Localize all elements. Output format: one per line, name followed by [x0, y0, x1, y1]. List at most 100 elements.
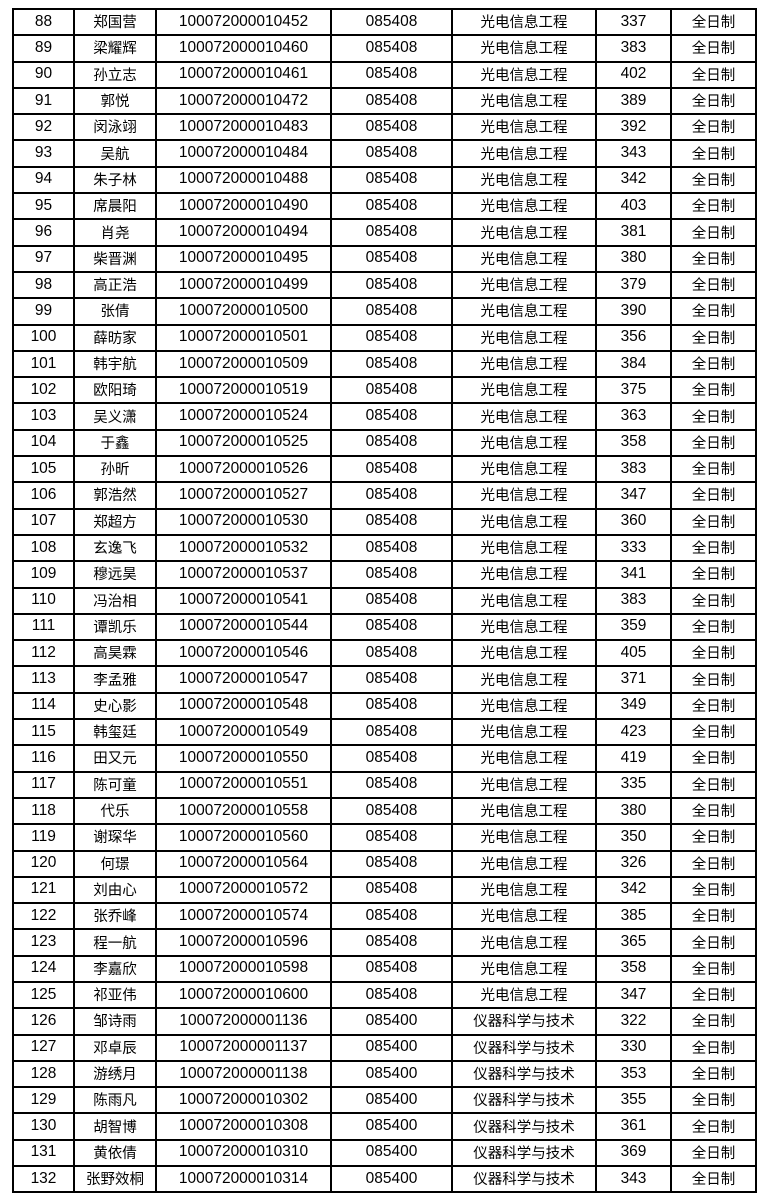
row-number-cell: 100	[12, 323, 75, 352]
candidate-id-cell: 100072000010509	[155, 349, 332, 379]
major-code-cell: 085408	[330, 849, 453, 878]
score-cell: 383	[595, 586, 672, 615]
candidate-id-cell: 100072000010532	[155, 533, 332, 563]
candidate-id-cell: 100072000010525	[155, 428, 332, 458]
table-row: 123 程一航 100072000010596 085408 光电信息工程 365 全日制	[12, 928, 757, 957]
row-number-cell: 103	[12, 402, 75, 431]
candidate-id-cell: 100072000010483	[155, 113, 332, 142]
candidate-id-cell: 100072000010548	[155, 691, 332, 721]
candidate-id-cell: 100072000010524	[155, 402, 332, 431]
score-cell: 381	[595, 218, 672, 247]
candidate-id-cell: 100072000010546	[155, 639, 332, 668]
major-name-cell: 光电信息工程	[451, 455, 597, 484]
study-mode-cell: 全日制	[670, 244, 757, 273]
score-cell: 361	[595, 1112, 672, 1141]
study-mode-cell: 全日制	[670, 139, 757, 168]
major-code-cell: 085408	[330, 639, 453, 668]
study-mode-cell: 全日制	[670, 323, 757, 352]
score-cell: 342	[595, 165, 672, 195]
study-mode-cell: 全日制	[670, 586, 757, 615]
row-number-cell: 90	[12, 60, 75, 89]
student-name-cell: 郭悦	[73, 86, 157, 116]
student-name-cell: 张乔峰	[73, 902, 157, 931]
student-name-cell: 柴晋渊	[73, 244, 157, 273]
row-number-cell: 129	[12, 1086, 75, 1115]
row-number-cell: 105	[12, 455, 75, 484]
table-row: 125 祁亚伟 100072000010600 085408 光电信息工程 347 全日制	[12, 980, 757, 1010]
study-mode-cell: 全日制	[670, 113, 757, 142]
student-name-cell: 韩宇航	[73, 349, 157, 379]
major-code-cell: 085408	[330, 244, 453, 273]
student-name-cell: 孙立志	[73, 60, 157, 89]
student-name-cell: 郭浩然	[73, 481, 157, 510]
candidate-id-cell: 100072000010572	[155, 875, 332, 905]
major-code-cell: 085408	[330, 349, 453, 379]
major-code-cell: 085408	[330, 402, 453, 431]
row-number-cell: 117	[12, 770, 75, 799]
major-name-cell: 光电信息工程	[451, 875, 597, 905]
study-mode-cell: 全日制	[670, 718, 757, 747]
major-name-cell: 光电信息工程	[451, 376, 597, 405]
score-cell: 392	[595, 113, 672, 142]
student-name-cell: 高昊霖	[73, 639, 157, 668]
row-number-cell: 118	[12, 796, 75, 826]
row-number-cell: 95	[12, 192, 75, 221]
score-cell: 390	[595, 297, 672, 326]
score-cell: 405	[595, 639, 672, 668]
major-name-cell: 光电信息工程	[451, 349, 597, 379]
table-row: 108 玄逸飞 100072000010532 085408 光电信息工程 333 全日制	[12, 533, 757, 563]
major-name-cell: 光电信息工程	[451, 165, 597, 195]
student-name-cell: 何璟	[73, 849, 157, 878]
table-row: 111 谭凯乐 100072000010544 085408 光电信息工程 359 全日制	[12, 612, 757, 642]
row-number-cell: 128	[12, 1059, 75, 1089]
table-row: 101 韩宇航 100072000010509 085408 光电信息工程 384 全日制	[12, 349, 757, 379]
student-name-cell: 张野效桐	[73, 1165, 157, 1193]
major-code-cell: 085408	[330, 60, 453, 89]
candidate-id-cell: 100072000001137	[155, 1033, 332, 1062]
row-number-cell: 98	[12, 270, 75, 300]
table-row: 114 史心影 100072000010548 085408 光电信息工程 349 全日制	[12, 691, 757, 721]
major-code-cell: 085408	[330, 744, 453, 773]
score-cell: 335	[595, 770, 672, 799]
row-number-cell: 92	[12, 113, 75, 142]
candidate-id-cell: 100072000010550	[155, 744, 332, 773]
study-mode-cell: 全日制	[670, 560, 757, 589]
study-mode-cell: 全日制	[670, 980, 757, 1010]
row-number-cell: 108	[12, 533, 75, 563]
study-mode-cell: 全日制	[670, 770, 757, 799]
study-mode-cell: 全日制	[670, 402, 757, 431]
major-code-cell: 085408	[330, 691, 453, 721]
student-name-cell: 游绣月	[73, 1059, 157, 1089]
row-number-cell: 91	[12, 86, 75, 116]
major-name-cell: 光电信息工程	[451, 297, 597, 326]
major-code-cell: 085408	[330, 560, 453, 589]
major-code-cell: 085408	[330, 612, 453, 642]
score-cell: 384	[595, 349, 672, 379]
row-number-cell: 116	[12, 744, 75, 773]
score-cell: 353	[595, 1059, 672, 1089]
candidate-id-cell: 100072000001138	[155, 1059, 332, 1089]
study-mode-cell: 全日制	[670, 744, 757, 773]
score-cell: 403	[595, 192, 672, 221]
student-name-cell: 邹诗雨	[73, 1007, 157, 1036]
score-cell: 358	[595, 954, 672, 983]
score-cell: 371	[595, 665, 672, 694]
major-name-cell: 光电信息工程	[451, 928, 597, 957]
student-name-cell: 韩玺廷	[73, 718, 157, 747]
score-cell: 365	[595, 928, 672, 957]
major-name-cell: 光电信息工程	[451, 34, 597, 63]
row-number-cell: 127	[12, 1033, 75, 1062]
major-name-cell: 光电信息工程	[451, 691, 597, 721]
major-name-cell: 光电信息工程	[451, 770, 597, 799]
row-number-cell: 94	[12, 165, 75, 195]
table-row: 132 张野效桐 100072000010314 085400 仪器科学与技术 343 全日…	[12, 1165, 757, 1193]
score-cell: 326	[595, 849, 672, 878]
study-mode-cell: 全日制	[670, 639, 757, 668]
table-row: 110 冯治相 100072000010541 085408 光电信息工程 383 全日制	[12, 586, 757, 615]
row-number-cell: 97	[12, 244, 75, 273]
study-mode-cell: 全日制	[670, 1112, 757, 1141]
candidate-id-cell: 100072000010541	[155, 586, 332, 615]
candidate-id-cell: 100072000010461	[155, 60, 332, 89]
table-row: 102 欧阳琦 100072000010519 085408 光电信息工程 375 全日制	[12, 376, 757, 405]
study-mode-cell: 全日制	[670, 533, 757, 563]
